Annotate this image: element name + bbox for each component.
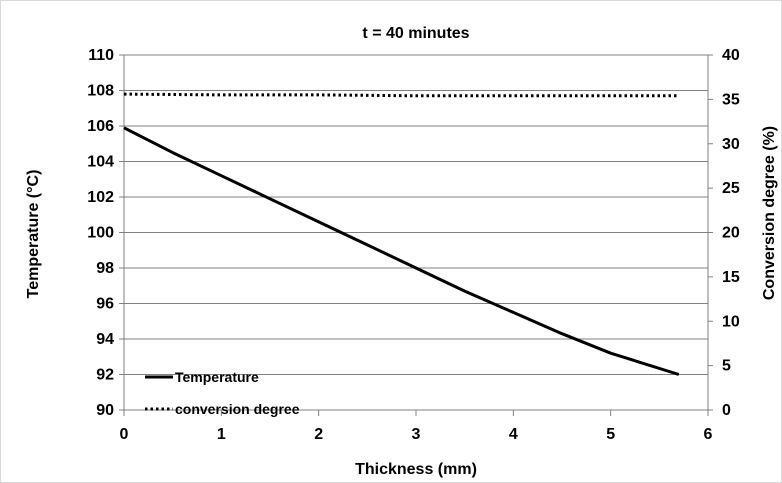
- x-tick-label: 6: [704, 426, 713, 443]
- y2-tick-label: 5: [722, 358, 731, 375]
- conversion-series-line: [123, 92, 679, 98]
- x-tick-label: 3: [412, 426, 421, 443]
- y-tick-label: 100: [87, 225, 114, 242]
- chart-title: t = 40 minutes: [362, 25, 469, 42]
- y-tick-label: 108: [87, 83, 114, 100]
- y-tick-label: 94: [96, 331, 114, 348]
- y2-tick-label: 15: [722, 269, 740, 286]
- x-tick-label: 5: [606, 426, 615, 443]
- y-tick-label: 102: [87, 189, 114, 206]
- y-tick-label: 92: [96, 367, 114, 384]
- y2-tick-label: 35: [722, 91, 740, 108]
- y2-tick-label: 20: [722, 225, 740, 242]
- y-tick-label: 90: [96, 402, 114, 419]
- y-tick-label: 106: [87, 118, 114, 135]
- y-tick-label: 98: [96, 260, 114, 277]
- y2-tick-label: 10: [722, 313, 740, 330]
- temperature-series-line: [123, 126, 680, 376]
- y2-tick-label: 40: [722, 47, 740, 64]
- y2-tick-label: 25: [722, 180, 740, 197]
- y-tick-label: 96: [96, 296, 114, 313]
- y-tick-label: 110: [88, 47, 114, 64]
- x-tick-label: 2: [314, 426, 323, 443]
- x-tick-label: 1: [217, 426, 226, 443]
- axes: [119, 54, 713, 416]
- x-axis-label: Thickness (mm): [355, 461, 477, 478]
- series-group: [123, 92, 680, 376]
- x-tick-label: 0: [120, 426, 129, 443]
- tick-labels: 9092949698100102104106108110051015202530…: [87, 47, 740, 443]
- y2-axis-label: Conversion degree (%): [761, 126, 778, 300]
- y-tick-label: 104: [87, 154, 114, 171]
- legend-label-temperature: Temperature: [175, 369, 259, 385]
- y-axis-label: Temperature (°C): [25, 170, 42, 299]
- y2-tick-label: 0: [722, 402, 731, 419]
- y2-tick-label: 30: [722, 136, 740, 153]
- legend: Temperature conversion degree: [145, 369, 300, 417]
- x-tick-label: 4: [509, 426, 518, 443]
- legend-label-conversion: conversion degree: [175, 401, 300, 417]
